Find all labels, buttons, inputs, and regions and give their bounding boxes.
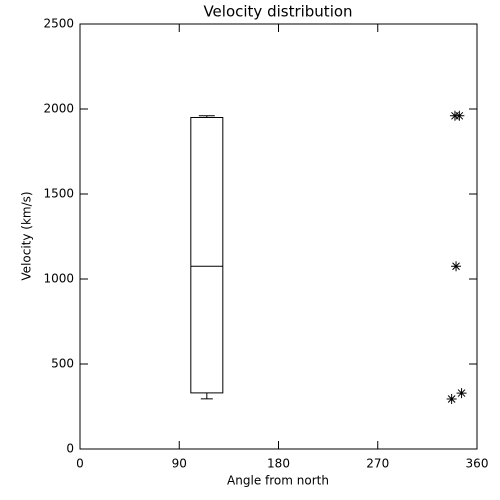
x-tick-label: 360 <box>466 457 489 471</box>
asterisk <box>454 110 465 121</box>
x-axis-label: Angle from north <box>227 474 329 488</box>
y-axis-label: Velocity (km/s) <box>20 191 34 280</box>
y-tick-label: 1500 <box>43 187 74 201</box>
y-tick-label: 1000 <box>43 272 74 286</box>
point <box>451 261 462 272</box>
box <box>190 117 224 394</box>
asterisk <box>451 261 462 272</box>
y-tick-label: 2500 <box>43 17 74 31</box>
chart-title: Velocity distribution <box>203 3 352 21</box>
point <box>446 394 457 405</box>
x-tick-label: 90 <box>172 457 187 471</box>
x-tick-label: 180 <box>267 457 290 471</box>
asterisk <box>456 388 467 399</box>
point <box>454 110 465 121</box>
y-tick-label: 0 <box>66 442 74 456</box>
x-tick-label: 270 <box>366 457 389 471</box>
asterisk <box>446 394 457 405</box>
y-tick-label: 2000 <box>43 102 74 116</box>
point <box>456 388 467 399</box>
y-tick-label: 500 <box>51 357 74 371</box>
x-tick-label: 0 <box>76 457 84 471</box>
plot-frame <box>79 23 478 450</box>
